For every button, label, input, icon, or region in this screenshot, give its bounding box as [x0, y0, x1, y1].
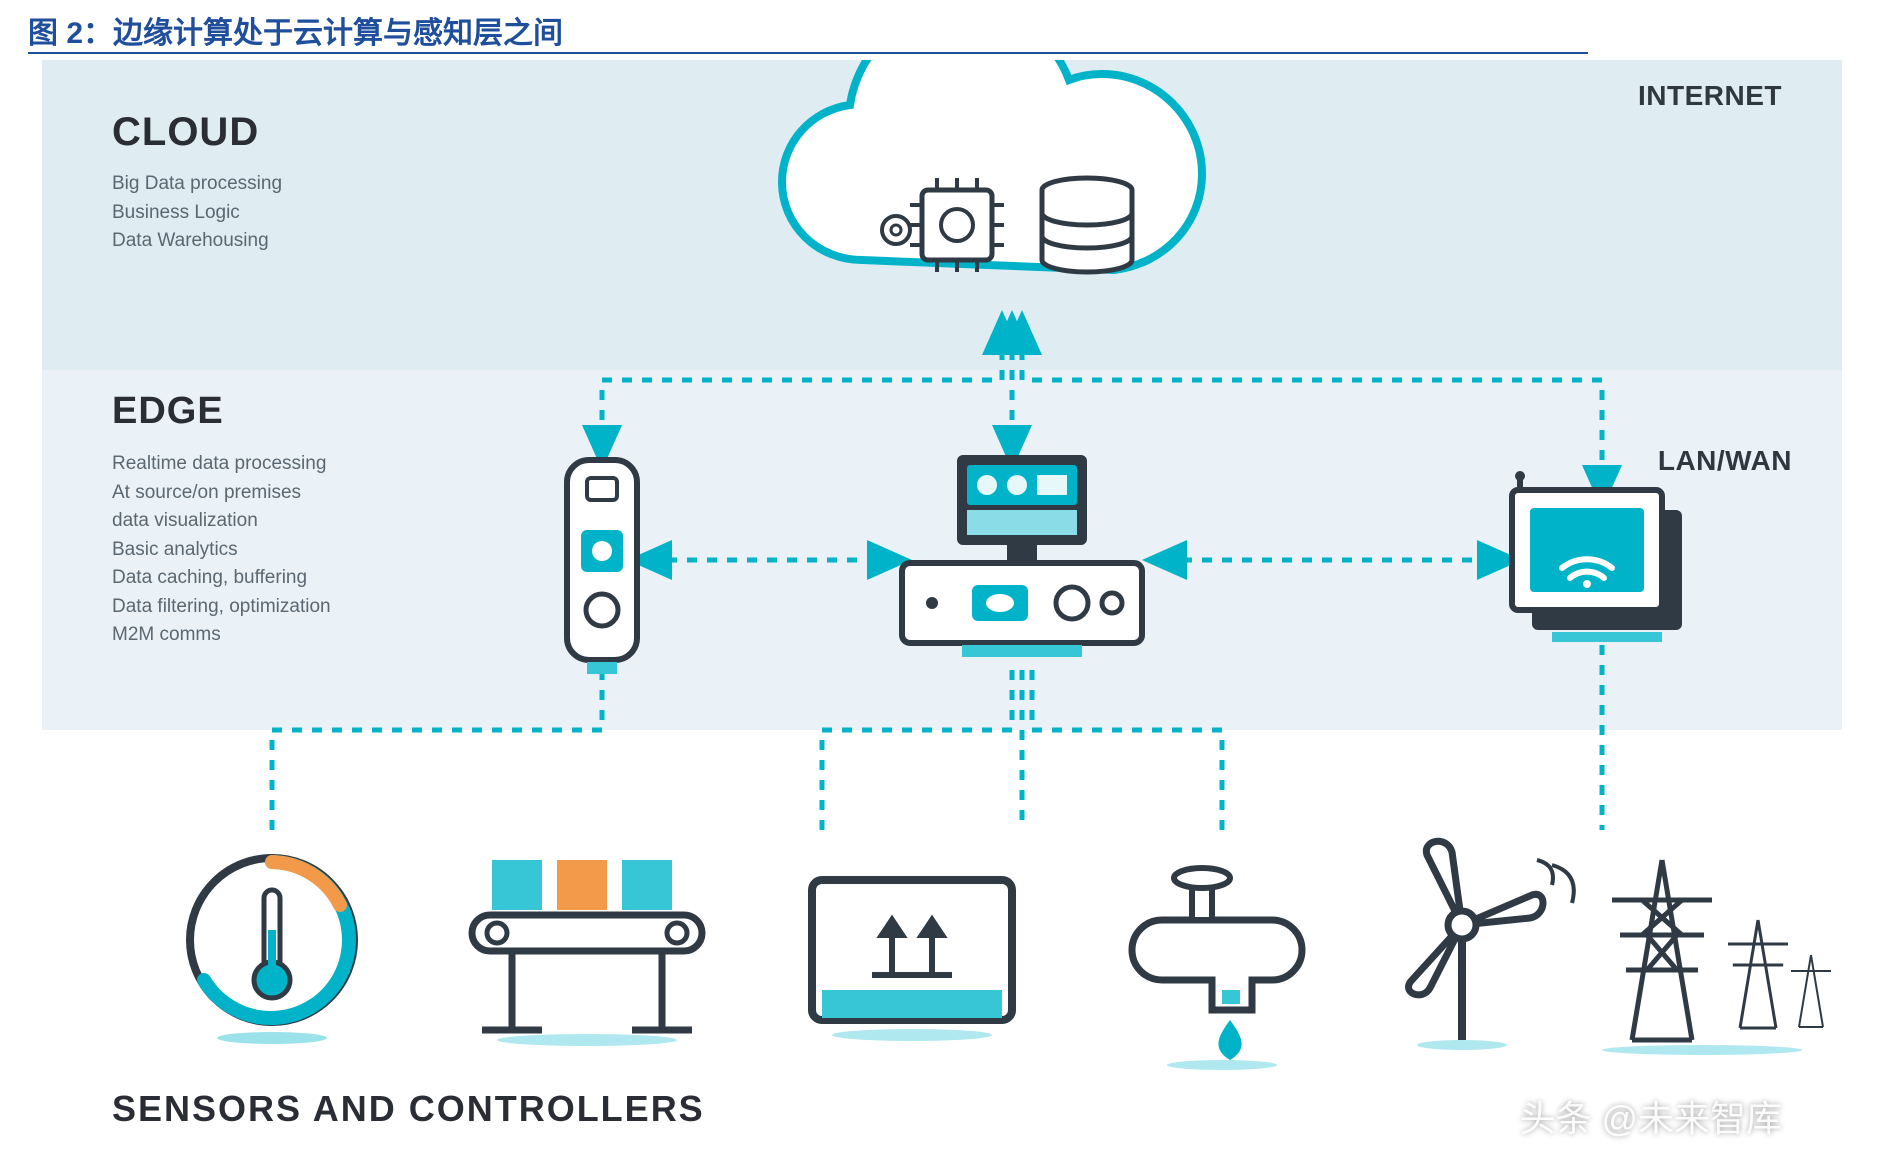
layer-cloud: CLOUD Big Data processing Business Logic…	[42, 60, 1842, 370]
cloud-heading: CLOUD	[112, 110, 259, 155]
watermark: 头条 @未来智库	[1519, 1090, 1782, 1142]
internet-label: INTERNET	[1638, 80, 1782, 112]
layer-edge: EDGE Realtime data processing At source/…	[42, 370, 1842, 730]
diagram-container: CLOUD Big Data processing Business Logic…	[42, 60, 1842, 1160]
title-underline	[28, 52, 1588, 54]
cloud-subtext: Big Data processing Business Logic Data …	[112, 170, 282, 256]
figure-title: 图 2：边缘计算处于云计算与感知层之间	[28, 8, 563, 52]
edge-heading: EDGE	[112, 390, 224, 433]
lanwan-label: LAN/WAN	[1658, 445, 1792, 477]
edge-subtext: Realtime data processing At source/on pr…	[112, 450, 331, 650]
sensors-heading: SENSORS AND CONTROLLERS	[112, 1088, 705, 1130]
